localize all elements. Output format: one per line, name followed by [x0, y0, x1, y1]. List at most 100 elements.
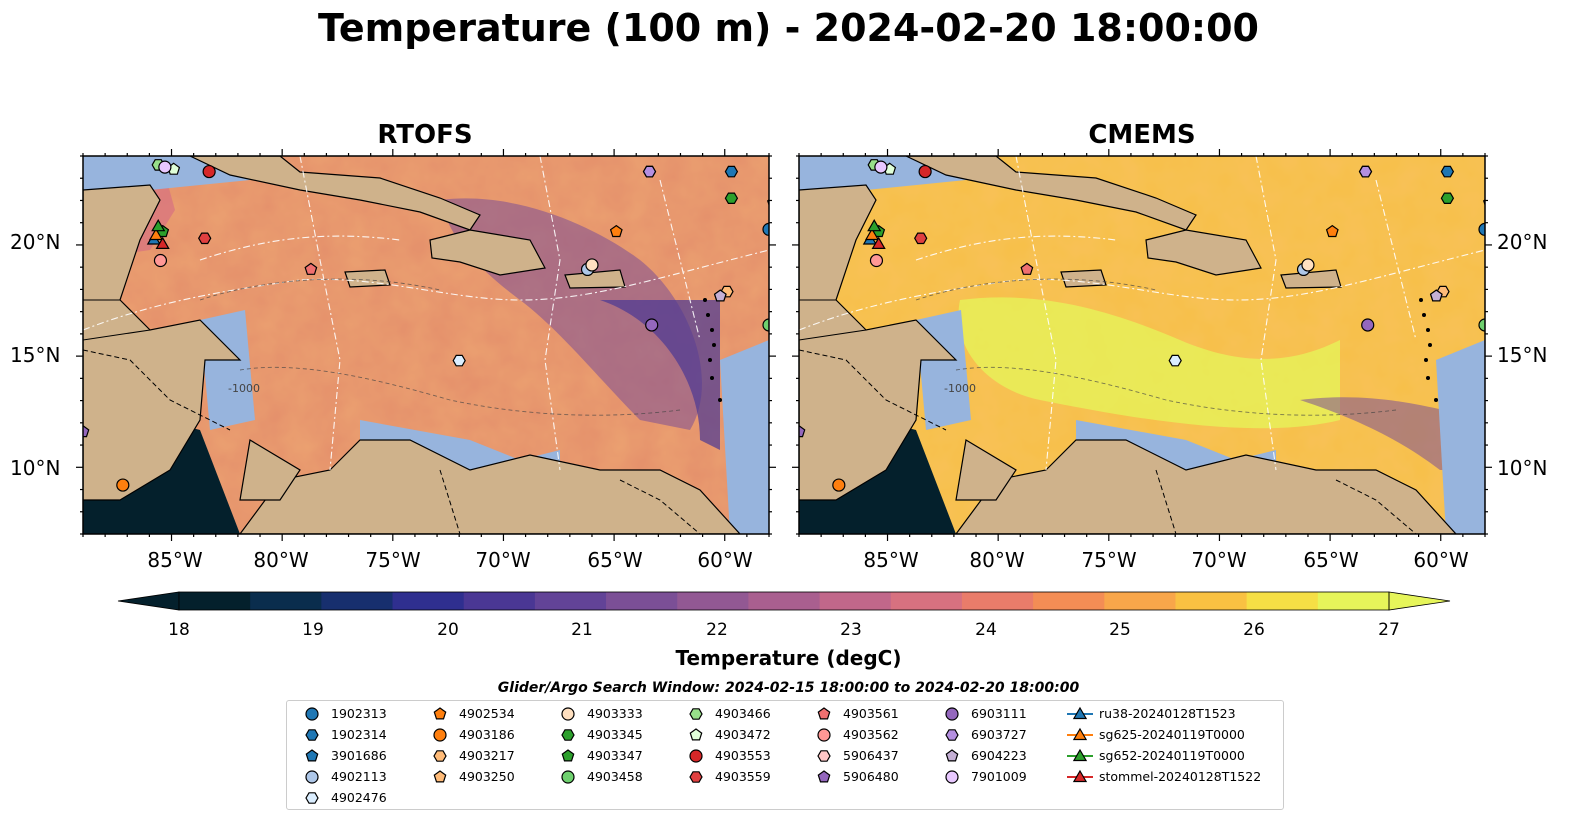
legend-marker	[305, 729, 319, 741]
lat-label-15n-left: 15°N	[10, 343, 61, 367]
legend-label: 5906437	[843, 748, 899, 763]
legend-marker	[1072, 769, 1088, 783]
land-belize	[799, 299, 868, 341]
legend-label: stommel-20240128T1522	[1099, 769, 1262, 784]
legend-swatch	[433, 728, 447, 742]
legend-marker	[305, 707, 319, 721]
colorbar-extend-high	[1388, 591, 1451, 611]
colorbar-segment	[534, 592, 607, 610]
lat-label-10n-right: 10°N	[1497, 456, 1548, 480]
land-central-america	[83, 184, 242, 501]
argo-marker-6904223	[713, 289, 727, 302]
argo-marker-5906480	[799, 424, 806, 438]
land-jamaica	[1060, 269, 1107, 288]
legend-label: 4903472	[715, 727, 771, 742]
argo-marker-4903559	[914, 232, 928, 245]
legend-swatch	[305, 749, 319, 762]
land-hispaniola	[429, 229, 546, 276]
glider-marker-stommel	[871, 236, 886, 249]
legend-label: ru38-20240128T1523	[1099, 706, 1236, 721]
lon-label-80w-left: 80°W	[253, 548, 309, 572]
argo-marker-5906480	[83, 424, 90, 438]
lesser-antilles	[703, 298, 722, 402]
argo-marker-4903562	[869, 253, 884, 268]
argo-marker-4902476	[1168, 354, 1182, 367]
colorbar-segment	[819, 592, 892, 610]
panel-title-cmems: CMEMS	[1088, 120, 1196, 150]
legend-swatch	[817, 728, 831, 742]
argo-marker-1902313	[1478, 222, 1485, 236]
legend-marker	[305, 749, 319, 762]
lat-label-10n-left: 10°N	[10, 456, 61, 480]
legend-marker	[305, 792, 319, 804]
map-cmems: -1000	[799, 156, 1485, 534]
glider-marker-sg625	[864, 227, 880, 241]
argo-marker-4903561	[1020, 262, 1034, 275]
legend-swatch	[305, 792, 319, 804]
colorbar-tick: 24	[975, 620, 997, 640]
legend-label: 6903727	[971, 727, 1027, 742]
legend-swatch	[945, 770, 959, 784]
legend-swatch	[305, 707, 319, 721]
legend-swatch	[817, 750, 831, 762]
land-cuba	[189, 156, 481, 231]
legend-label: 4903347	[587, 748, 643, 763]
argo-marker-6904223	[1429, 289, 1443, 302]
legend-swatch	[689, 728, 703, 741]
legend-label: 4902113	[331, 769, 387, 784]
contour-label: -1000	[228, 382, 260, 395]
shelf-guiana	[1436, 340, 1485, 534]
land-jamaica	[344, 269, 391, 288]
axis-ticks	[76, 149, 1492, 541]
colorbar-tick: 23	[840, 620, 862, 640]
legend-label: 6903111	[971, 706, 1027, 721]
colorbar-segment	[250, 592, 322, 610]
land-hispaniola	[1145, 229, 1262, 276]
legend-label: 4903559	[715, 769, 771, 784]
lon-label-85w-left: 85°W	[147, 548, 203, 572]
glider-marker-sg652	[151, 218, 166, 232]
land-central-america	[799, 184, 958, 501]
legend-swatch	[689, 708, 703, 720]
lat-label-20n-left: 20°N	[10, 230, 61, 254]
land-south-america	[955, 439, 1457, 534]
colorbar-tick: 25	[1109, 620, 1131, 640]
cool-eddy-east	[600, 300, 720, 450]
legend-label: 1902313	[331, 706, 387, 721]
colorbar-segment	[890, 592, 963, 610]
lat-label-20n-right: 20°N	[1497, 230, 1548, 254]
legend-label: 4903458	[587, 769, 643, 784]
panel-title-rtofs: RTOFS	[377, 120, 473, 150]
legend-marker	[561, 707, 575, 721]
colorbar-tick: 21	[571, 620, 593, 640]
legend-marker	[433, 728, 447, 742]
contour-label: -1000	[944, 382, 976, 395]
legend-marker	[689, 728, 703, 741]
argo-marker-7901009	[874, 160, 888, 174]
argo-marker-6903111	[645, 318, 659, 332]
legend-label: 4902476	[331, 790, 387, 805]
argo-marker-4903345	[724, 192, 739, 204]
legend-swatch	[561, 749, 575, 762]
legend-label: 4903553	[715, 748, 771, 763]
colorbar-tick: 18	[168, 620, 190, 640]
colorbar-segment	[392, 592, 465, 610]
markers-cmems	[799, 159, 1485, 492]
lat-label-15n-right: 15°N	[1497, 343, 1548, 367]
lon-label-80w-right: 80°W	[969, 548, 1025, 572]
legend-marker	[945, 770, 959, 784]
legend-swatch	[1067, 748, 1093, 762]
legend-swatch	[433, 770, 447, 783]
main-title: Temperature (100 m) - 2024-02-20 18:00:0…	[317, 6, 1259, 50]
argo-marker-4903458	[762, 318, 769, 332]
legend-marker	[1072, 748, 1088, 762]
land-south-america	[239, 439, 741, 534]
legend-label: 4903562	[843, 727, 899, 742]
colorbar-tick: 19	[302, 620, 324, 640]
argo-marker-4903562	[153, 253, 168, 268]
legend-marker	[433, 770, 447, 783]
colorbar-tick: 22	[706, 620, 728, 640]
lon-label-75w-right: 75°W	[1081, 548, 1137, 572]
colorbar-segment	[677, 592, 749, 610]
